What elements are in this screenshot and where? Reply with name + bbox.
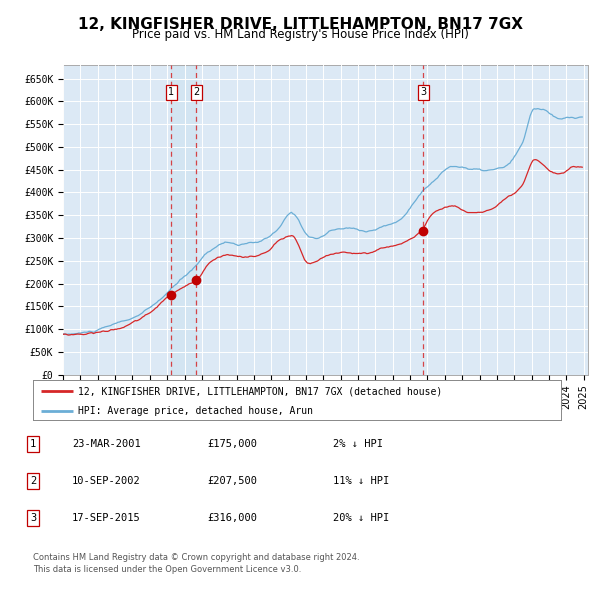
- Text: 1: 1: [30, 439, 36, 448]
- Text: 2: 2: [30, 476, 36, 486]
- Text: 10-SEP-2002: 10-SEP-2002: [72, 476, 141, 486]
- Text: £175,000: £175,000: [207, 439, 257, 448]
- Text: 17-SEP-2015: 17-SEP-2015: [72, 513, 141, 523]
- Bar: [172, 65, 196, 375]
- Text: 12, KINGFISHER DRIVE, LITTLEHAMPTON, BN17 7GX (detached house): 12, KINGFISHER DRIVE, LITTLEHAMPTON, BN1…: [78, 386, 442, 396]
- Text: HPI: Average price, detached house, Arun: HPI: Average price, detached house, Arun: [78, 407, 313, 417]
- Text: 20% ↓ HPI: 20% ↓ HPI: [333, 513, 389, 523]
- Text: 1: 1: [169, 87, 175, 97]
- Text: 12, KINGFISHER DRIVE, LITTLEHAMPTON, BN17 7GX: 12, KINGFISHER DRIVE, LITTLEHAMPTON, BN1…: [77, 17, 523, 31]
- Text: 11% ↓ HPI: 11% ↓ HPI: [333, 476, 389, 486]
- Text: £316,000: £316,000: [207, 513, 257, 523]
- Text: Price paid vs. HM Land Registry's House Price Index (HPI): Price paid vs. HM Land Registry's House …: [131, 28, 469, 41]
- Text: 3: 3: [420, 87, 426, 97]
- Text: 2: 2: [193, 87, 199, 97]
- Text: 2% ↓ HPI: 2% ↓ HPI: [333, 439, 383, 448]
- Text: 3: 3: [30, 513, 36, 523]
- Text: £207,500: £207,500: [207, 476, 257, 486]
- Text: 23-MAR-2001: 23-MAR-2001: [72, 439, 141, 448]
- Text: Contains HM Land Registry data © Crown copyright and database right 2024.
This d: Contains HM Land Registry data © Crown c…: [33, 553, 359, 574]
